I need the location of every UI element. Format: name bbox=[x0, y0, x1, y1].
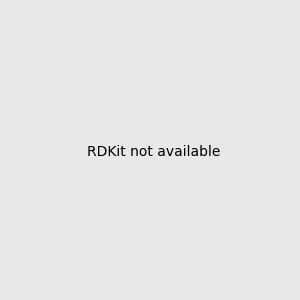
Text: RDKit not available: RDKit not available bbox=[87, 145, 220, 158]
